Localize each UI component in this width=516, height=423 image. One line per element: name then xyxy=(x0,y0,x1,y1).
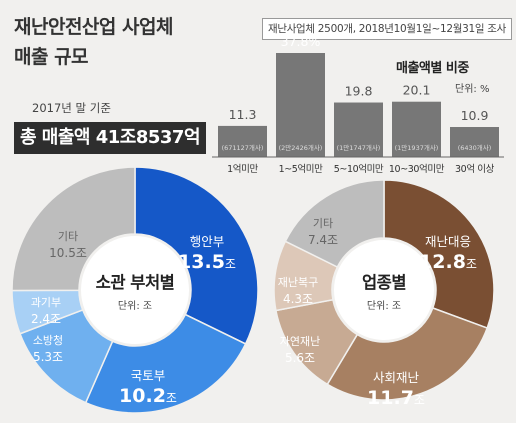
dept-donut-slice-name: 과기부 xyxy=(31,296,61,309)
bar xyxy=(450,127,499,157)
dept-donut-slice-value-number: 10.2 xyxy=(119,385,166,407)
industry-donut-slice-name: 자연재난 xyxy=(280,335,320,348)
industry-donut-slice-value-number: 12.8 xyxy=(419,251,466,273)
dept-donut-slice-name: 소방청 xyxy=(33,334,63,347)
dept-donut-slice-value: 5.3조 xyxy=(33,350,63,364)
bar-value-label: 11.3 xyxy=(229,107,257,122)
dept-donut-slice-value: 10.2조 xyxy=(119,385,177,407)
bar-category-label: 5~10억미만 xyxy=(334,163,384,175)
bar-count-label: (671127개사) xyxy=(222,143,264,152)
dept-donut-center xyxy=(81,236,189,344)
total-sales-label: 총 매출액 xyxy=(19,127,91,148)
total-sales-value: 41조8537억 xyxy=(95,127,201,148)
dept-donut-slice-value-unit: 조 xyxy=(225,257,236,271)
total-sales-box: 총 매출액 41조8537억 xyxy=(14,122,206,154)
dept-donut-slice-name: 기타 xyxy=(58,230,78,243)
dept-donut-unit: 단위: 조 xyxy=(118,299,152,312)
base-year-label: 2017년 말 기준 xyxy=(32,101,111,115)
survey-note: 재난사업체 2500개, 2018년10월1일~12월31일 조사 xyxy=(262,18,512,40)
dept-donut-slice-value: 13.5조 xyxy=(178,251,236,273)
industry-donut-unit: 단위: 조 xyxy=(367,299,401,312)
title-line-2: 매출 규모 xyxy=(14,46,89,68)
industry-donut-slice-value-unit: 조 xyxy=(466,257,477,271)
bar-count-label: (1만1747개사) xyxy=(337,143,381,152)
bar-value-label: 20.1 xyxy=(403,83,431,98)
industry-donut-slice-name: 재난복구 xyxy=(278,276,318,289)
bar-category-label: 1~5억미만 xyxy=(279,163,324,175)
dept-donut-slice xyxy=(134,166,259,345)
dept-donut-slice-value-unit: 조 xyxy=(166,391,177,405)
industry-donut-slice-value-number: 11.7 xyxy=(367,387,414,409)
title-line-1: 재난안전산업 사업체 xyxy=(14,16,173,38)
industry-donut-slice-value: 4.3조 xyxy=(283,292,313,306)
bar-value-label: 37.8% xyxy=(281,34,321,49)
bar-category-label: 10~30억미만 xyxy=(389,163,445,175)
bar-category-label: 1억미만 xyxy=(227,163,258,175)
bar-value-label: 10.9 xyxy=(461,108,489,123)
bar xyxy=(334,102,383,157)
industry-donut-center xyxy=(334,240,434,340)
industry-donut-slice-name: 기타 xyxy=(313,217,333,230)
industry-donut-slice-value: 12.8조 xyxy=(419,251,477,273)
industry-donut-title: 업종별 xyxy=(362,273,406,292)
bar-category-label: 30억 이상 xyxy=(455,163,495,175)
bar xyxy=(276,53,325,157)
industry-donut-slice-value-unit: 조 xyxy=(414,393,425,407)
industry-donut-slice-name: 사회재난 xyxy=(373,370,420,385)
dept-donut-slice xyxy=(11,166,136,292)
industry-donut-slice xyxy=(284,179,385,268)
industry-donut-slice xyxy=(383,179,495,330)
dept-donut-slice-value: 2.4조 xyxy=(31,312,61,326)
industry-donut-slice xyxy=(326,307,489,401)
dept-donut-slice-name: 행안부 xyxy=(190,234,225,249)
dept-donut-slice xyxy=(84,313,247,414)
page-title: 재난안전산업 사업체 매출 규모 xyxy=(14,12,173,72)
bar xyxy=(218,125,267,157)
industry-donut-slice-name: 재난대응 xyxy=(425,234,471,249)
dept-donut-slice-value-number: 13.5 xyxy=(178,251,225,273)
industry-donut-slice-value: 11.7조 xyxy=(367,387,425,409)
industry-donut-slice-value: 5.6조 xyxy=(285,351,315,365)
bar-value-label: 19.8 xyxy=(345,84,373,99)
dept-donut-title: 소관 부처별 xyxy=(96,273,175,292)
dept-donut-slice-name: 국토부 xyxy=(131,368,166,383)
industry-donut-slice-value: 7.4조 xyxy=(308,233,338,247)
bar-chart-title: 매출액별 비중 xyxy=(396,61,469,76)
bar-chart-unit: 단위: % xyxy=(455,84,490,95)
bar-count-label: (2만2426개사) xyxy=(279,143,323,152)
bar xyxy=(392,101,441,157)
bar-count-label: (1만1937개사) xyxy=(395,143,439,152)
dept-donut-slice-value: 10.5조 xyxy=(49,246,87,260)
bar-count-label: (6430개사) xyxy=(458,143,492,152)
